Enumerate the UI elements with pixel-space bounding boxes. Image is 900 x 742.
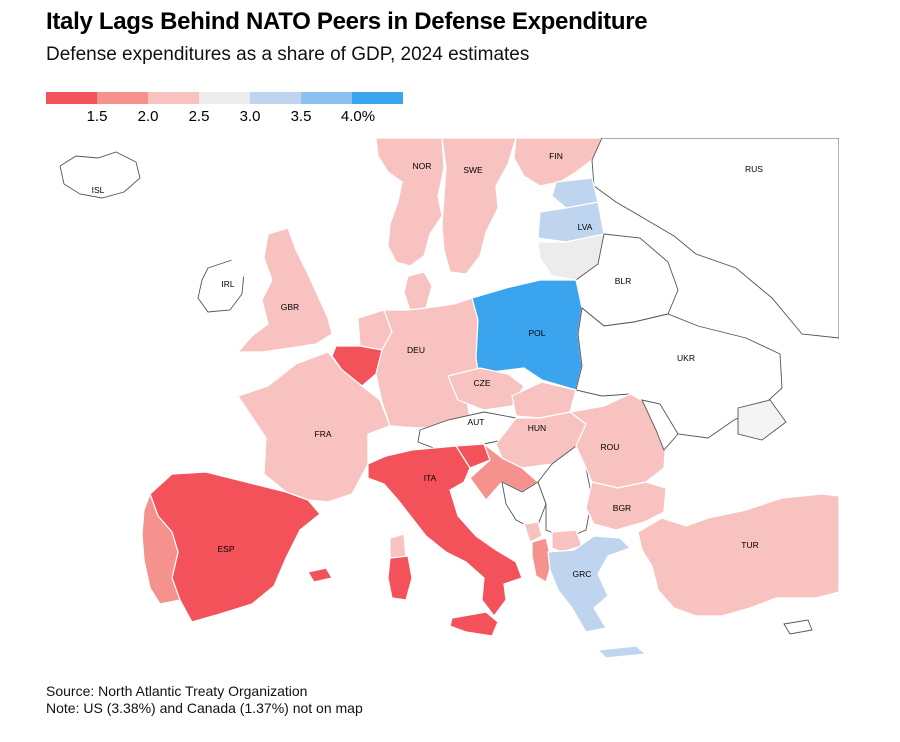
legend-swatch-4 bbox=[199, 92, 250, 104]
country-shape-grc bbox=[547, 535, 632, 633]
legend-labels: 1.5 2.0 2.5 3.0 3.5 4.0% bbox=[0, 108, 900, 128]
country-shape-mkd bbox=[551, 529, 583, 553]
legend-label: 1.5 bbox=[86, 108, 108, 125]
country-label-hun: HUN bbox=[528, 423, 546, 433]
legend-swatch-7 bbox=[352, 92, 403, 104]
country-shape-prt bbox=[141, 492, 181, 605]
country-label-lva: LVA bbox=[578, 222, 593, 232]
country-label-aut: AUT bbox=[468, 417, 485, 427]
country-shape-nor bbox=[375, 138, 445, 267]
country-label-bgr: BGR bbox=[613, 503, 631, 513]
country-shape-gbr bbox=[236, 227, 333, 353]
country-shape-isl bbox=[59, 151, 141, 199]
country-label-blr: BLR bbox=[615, 276, 632, 286]
country-shape-mne bbox=[523, 521, 543, 543]
country-label-ita: ITA bbox=[424, 473, 437, 483]
country-shape-cyp bbox=[783, 619, 813, 635]
legend-label: 2.5 bbox=[188, 108, 210, 125]
country-label-fra: FRA bbox=[315, 429, 332, 439]
legend-swatch-3 bbox=[148, 92, 199, 104]
country-shape-deu bbox=[375, 297, 481, 429]
country-shape-tur bbox=[637, 493, 839, 617]
country-label-nor: NOR bbox=[413, 161, 432, 171]
chart-title: Italy Lags Behind NATO Peers in Defense … bbox=[46, 8, 648, 35]
country-label-swe: SWE bbox=[463, 165, 483, 175]
country-shape-alb bbox=[531, 537, 553, 583]
legend-swatch-6 bbox=[301, 92, 352, 104]
europe-map: ISL NOR SWE FIN RUS LVA IRL GBR BLR POL … bbox=[46, 138, 839, 664]
country-label-rus: RUS bbox=[745, 164, 763, 174]
country-shape-crete bbox=[596, 645, 648, 659]
country-label-pol: POL bbox=[528, 328, 545, 338]
country-shape-bih bbox=[501, 481, 547, 531]
country-shape-nir bbox=[231, 255, 253, 277]
legend-label: 3.5 bbox=[290, 108, 312, 125]
country-label-gbr: GBR bbox=[281, 302, 299, 312]
country-shape-dnk bbox=[403, 271, 433, 311]
country-label-irl: IRL bbox=[221, 279, 235, 289]
country-shape-bgr bbox=[585, 481, 667, 531]
country-shape-bal bbox=[307, 567, 333, 583]
color-legend bbox=[46, 92, 403, 104]
country-label-esp: ESP bbox=[217, 544, 234, 554]
source-note: Source: North Atlantic Treaty Organizati… bbox=[46, 683, 308, 699]
country-label-isl: ISL bbox=[92, 185, 105, 195]
country-label-ukr: UKR bbox=[677, 353, 695, 363]
country-shape-sic bbox=[449, 611, 499, 637]
legend-label: 2.0 bbox=[137, 108, 159, 125]
legend-label: 4.0% bbox=[340, 108, 376, 125]
chart-subtitle: Defense expenditures as a share of GDP, … bbox=[46, 44, 530, 65]
country-shape-ita bbox=[367, 445, 523, 617]
country-label-tur: TUR bbox=[741, 540, 758, 550]
country-label-fin: FIN bbox=[549, 151, 563, 161]
country-shape-crimea bbox=[737, 399, 787, 441]
chart-footer: Source: North Atlantic Treaty Organizati… bbox=[46, 683, 363, 717]
country-shape-mda bbox=[641, 399, 679, 451]
country-label-rou: ROU bbox=[601, 442, 620, 452]
legend-label: 3.0 bbox=[239, 108, 261, 125]
legend-swatch-5 bbox=[250, 92, 301, 104]
footnote: Note: US (3.38%) and Canada (1.37%) not … bbox=[46, 700, 363, 716]
country-shape-fra bbox=[237, 351, 391, 503]
country-shape-swe bbox=[441, 138, 517, 275]
country-label-grc: GRC bbox=[573, 569, 592, 579]
legend-swatch-1 bbox=[46, 92, 97, 104]
legend-swatch-2 bbox=[97, 92, 148, 104]
country-label-deu: DEU bbox=[407, 345, 425, 355]
country-label-cze: CZE bbox=[474, 378, 491, 388]
country-shape-sar bbox=[387, 555, 413, 601]
